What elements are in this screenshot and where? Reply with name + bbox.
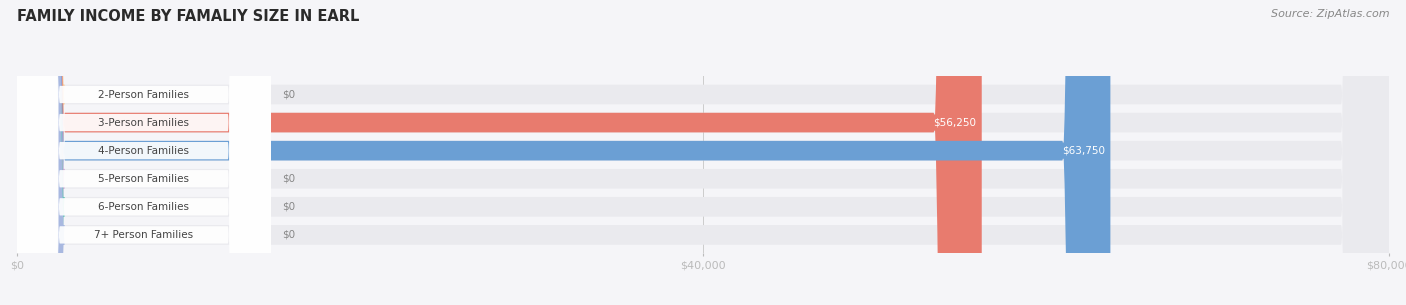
- FancyBboxPatch shape: [17, 0, 1389, 305]
- Text: $0: $0: [281, 202, 295, 212]
- Text: 5-Person Families: 5-Person Families: [98, 174, 190, 184]
- FancyBboxPatch shape: [17, 0, 1111, 305]
- Text: 2-Person Families: 2-Person Families: [98, 89, 190, 99]
- FancyBboxPatch shape: [17, 0, 1389, 305]
- Text: $0: $0: [281, 89, 295, 99]
- Text: FAMILY INCOME BY FAMALIY SIZE IN EARL: FAMILY INCOME BY FAMALIY SIZE IN EARL: [17, 9, 360, 24]
- FancyBboxPatch shape: [17, 0, 271, 305]
- Text: 7+ Person Families: 7+ Person Families: [94, 230, 194, 240]
- FancyBboxPatch shape: [17, 0, 1389, 305]
- Text: $63,750: $63,750: [1062, 146, 1105, 156]
- Text: $0: $0: [281, 230, 295, 240]
- Text: 6-Person Families: 6-Person Families: [98, 202, 190, 212]
- FancyBboxPatch shape: [17, 0, 271, 305]
- FancyBboxPatch shape: [17, 0, 1389, 305]
- FancyBboxPatch shape: [13, 0, 65, 305]
- Text: 3-Person Families: 3-Person Families: [98, 118, 190, 127]
- FancyBboxPatch shape: [17, 0, 271, 305]
- FancyBboxPatch shape: [17, 0, 271, 305]
- FancyBboxPatch shape: [13, 0, 65, 305]
- Text: $56,250: $56,250: [934, 118, 976, 127]
- FancyBboxPatch shape: [17, 0, 271, 305]
- FancyBboxPatch shape: [13, 0, 65, 305]
- Text: Source: ZipAtlas.com: Source: ZipAtlas.com: [1271, 9, 1389, 19]
- FancyBboxPatch shape: [17, 0, 1389, 305]
- FancyBboxPatch shape: [17, 0, 981, 305]
- FancyBboxPatch shape: [13, 0, 65, 305]
- Text: $0: $0: [281, 174, 295, 184]
- FancyBboxPatch shape: [17, 0, 1389, 305]
- Text: 4-Person Families: 4-Person Families: [98, 146, 190, 156]
- FancyBboxPatch shape: [17, 0, 271, 305]
